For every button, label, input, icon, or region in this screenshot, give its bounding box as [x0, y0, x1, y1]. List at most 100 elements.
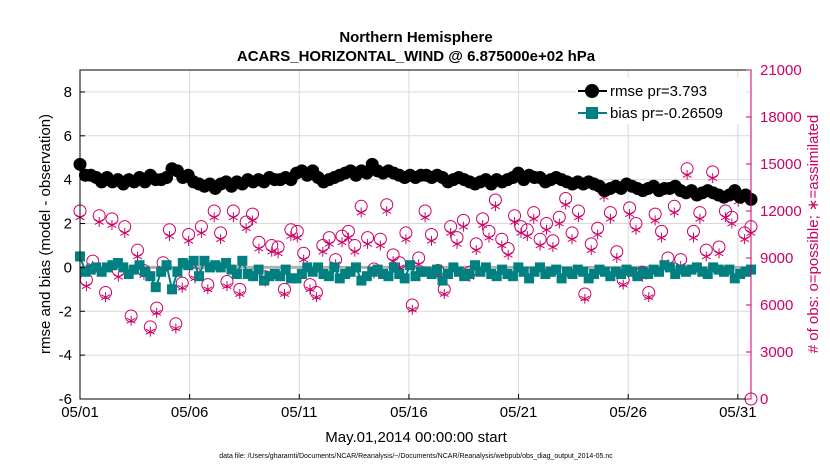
bias-point — [264, 271, 275, 282]
y-left-tick-label: -4 — [59, 347, 72, 364]
bias-point — [697, 266, 708, 277]
y-right-tick-label: 9000 — [760, 250, 793, 267]
obs-assimilated-point — [164, 231, 175, 242]
obs-assimilated-point — [567, 234, 577, 245]
bias-point — [242, 268, 253, 279]
legend-bias-marker — [586, 107, 598, 119]
bias-point — [654, 266, 665, 277]
y-left-tick-label: -2 — [59, 303, 72, 320]
obs-assimilated-point — [375, 240, 385, 251]
legend: rmse pr=3.793 bias pr=-0.26509 — [576, 78, 746, 124]
bias-point — [675, 264, 686, 275]
obs-assimilated-point — [318, 246, 328, 257]
legend-box — [576, 78, 746, 124]
obs-assimilated-point — [688, 232, 699, 243]
obs-assimilated-point — [343, 232, 353, 243]
obs-assimilated-point — [580, 293, 590, 304]
obs-assimilated-point — [100, 292, 111, 303]
bias-point — [659, 260, 670, 271]
obs-assimilated-point — [484, 232, 494, 243]
tick-layer: 05/01 05/06 05/11 05/16 05/21 05/26 05/31 -6 -4 -… — [59, 62, 802, 421]
obs-assimilated-point — [286, 231, 296, 242]
obs-assimilated-point — [126, 315, 136, 326]
bias-point — [85, 264, 96, 275]
obs-assimilated-point — [490, 201, 500, 212]
bias-point — [150, 282, 161, 293]
chart-subtitle: ACARS_HORIZONTAL_WIND @ 6.875000e+02 hPa — [237, 48, 596, 65]
obs-assimilated-point — [254, 243, 264, 254]
obs-assimilated-point — [509, 216, 520, 227]
obs-assimilated-point — [522, 231, 532, 242]
obs-assimilated-point — [152, 307, 162, 318]
bias-point — [637, 266, 648, 277]
obs-assimilated-point — [267, 246, 277, 257]
bias-point — [437, 275, 448, 286]
obs-assimilated-point — [548, 242, 558, 253]
bias-point — [367, 266, 378, 277]
bias-point — [551, 264, 562, 275]
bias-point — [275, 271, 286, 282]
obs-assimilated-point — [132, 251, 143, 262]
obs-assimilated-point — [356, 207, 366, 218]
bias-point — [286, 273, 297, 284]
obs-assimilated-point — [81, 281, 91, 292]
obs-assimilated-point — [446, 227, 456, 238]
bias-point — [540, 268, 551, 279]
legend-bias-label: bias pr=-0.26509 — [610, 105, 723, 122]
bias-point — [313, 262, 324, 273]
bias-point — [713, 264, 724, 275]
bias-point — [302, 262, 313, 273]
bias-point — [134, 260, 145, 271]
bias-point — [112, 258, 123, 269]
obs-assimilated-point — [420, 212, 430, 223]
bias-point — [491, 271, 502, 282]
obs-assimilated-point — [120, 227, 130, 238]
obs-assimilated-point — [656, 232, 667, 243]
obs-assimilated-point — [439, 289, 449, 300]
bias-point — [502, 268, 513, 279]
obs-assimilated-point — [593, 229, 603, 240]
bias-point — [177, 258, 188, 269]
obs-assimilated-point — [727, 218, 737, 229]
bias-point — [670, 268, 681, 279]
bias-point — [307, 266, 318, 277]
bias-point — [145, 271, 156, 282]
bias-point — [405, 260, 416, 271]
obs-assimilated-point — [305, 284, 315, 295]
bias-point — [594, 264, 605, 275]
bias-point — [210, 260, 221, 271]
x-tick-label: 05/26 — [609, 404, 647, 421]
bias-point — [572, 264, 583, 275]
bias-point — [735, 268, 746, 279]
obs-assimilated-point — [682, 169, 692, 180]
bias-point — [129, 264, 140, 275]
bias-point — [464, 268, 475, 279]
obs-assimilated-point — [669, 207, 679, 218]
bias-point — [648, 264, 659, 275]
x-tick-label: 05/11 — [281, 404, 317, 421]
obs-assimilated-point — [503, 249, 513, 260]
bias-point — [740, 266, 751, 277]
obs-assimilated-point — [605, 213, 616, 224]
obs-assimilated-point — [273, 248, 283, 259]
obs-assimilated-point — [350, 246, 360, 257]
obs-assimilated-point — [113, 271, 123, 282]
bias-point — [459, 271, 470, 282]
bias-point — [334, 273, 345, 284]
bias-point — [156, 266, 167, 277]
bias-point — [123, 268, 134, 279]
bias-point — [578, 266, 589, 277]
obs-assimilated-point — [478, 220, 488, 231]
obs-assimilated-point — [452, 238, 462, 249]
bias-point — [80, 266, 91, 277]
bias-point — [248, 271, 259, 282]
bias-point — [118, 262, 129, 273]
bias-point — [453, 266, 464, 277]
y-right-tick-label: 3000 — [760, 344, 793, 361]
bias-point — [378, 268, 389, 279]
obs-assimilated-point — [573, 212, 584, 223]
obs-assimilated-point — [362, 238, 373, 249]
bias-point — [729, 273, 740, 284]
